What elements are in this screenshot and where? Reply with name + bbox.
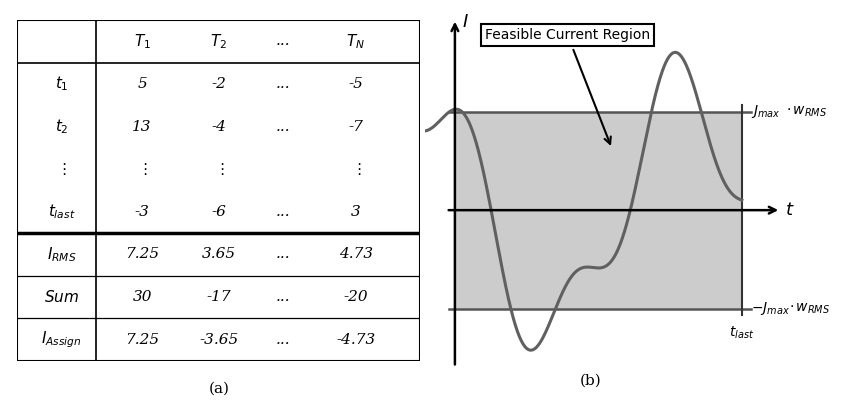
Text: 4.73: 4.73	[339, 247, 373, 261]
Text: ...: ...	[276, 77, 291, 91]
Text: $t_2$: $t_2$	[55, 117, 69, 136]
Text: $T_2$: $T_2$	[210, 32, 227, 51]
Text: $T_N$: $T_N$	[347, 32, 366, 51]
Text: ...: ...	[276, 332, 291, 346]
Text: ...: ...	[276, 205, 291, 219]
Text: 13: 13	[132, 119, 152, 134]
Text: $J_{max}$: $J_{max}$	[751, 103, 781, 120]
Text: $I$: $I$	[462, 12, 469, 30]
Text: 7.25: 7.25	[125, 247, 160, 261]
Text: $\cdot\, w_{RMS}$: $\cdot\, w_{RMS}$	[789, 301, 830, 316]
Text: $-J_{max}$: $-J_{max}$	[751, 300, 790, 317]
Text: $t_1$: $t_1$	[55, 75, 69, 93]
Text: -17: -17	[207, 290, 231, 304]
Text: ...: ...	[276, 119, 291, 134]
Text: -20: -20	[343, 290, 368, 304]
Text: ...: ...	[276, 290, 291, 304]
Text: 3: 3	[351, 205, 360, 219]
Text: 30: 30	[132, 290, 152, 304]
Text: $\vdots$: $\vdots$	[351, 161, 361, 177]
Text: 5: 5	[137, 77, 147, 91]
Text: Feasible Current Region: Feasible Current Region	[485, 28, 650, 144]
Text: ...: ...	[276, 34, 291, 49]
Text: 3.65: 3.65	[202, 247, 236, 261]
Text: -3: -3	[135, 205, 149, 219]
Text: $I_{RMS}$: $I_{RMS}$	[46, 245, 76, 264]
Text: $t$: $t$	[785, 201, 795, 219]
Text: -4: -4	[211, 119, 227, 134]
Text: 7.25: 7.25	[125, 332, 160, 346]
Text: -5: -5	[348, 77, 363, 91]
Text: -7: -7	[348, 119, 363, 134]
Text: -6: -6	[211, 205, 227, 219]
Text: (a): (a)	[208, 381, 229, 395]
Text: $I_{Assign}$: $I_{Assign}$	[41, 329, 82, 350]
Text: $\vdots$: $\vdots$	[137, 161, 148, 177]
Bar	[455, 112, 742, 308]
Text: -2: -2	[211, 77, 227, 91]
Text: $t_{last}$: $t_{last}$	[48, 203, 76, 221]
Text: -4.73: -4.73	[336, 332, 376, 346]
Text: (b): (b)	[580, 374, 601, 388]
Text: -3.65: -3.65	[199, 332, 239, 346]
Text: $Sum$: $Sum$	[44, 289, 79, 305]
Text: $\vdots$: $\vdots$	[57, 161, 67, 177]
Text: $\vdots$: $\vdots$	[214, 161, 224, 177]
Text: $\cdot\, w_{RMS}$: $\cdot\, w_{RMS}$	[786, 105, 826, 119]
Text: $T_1$: $T_1$	[134, 32, 151, 51]
Text: $t_{last}$: $t_{last}$	[729, 325, 754, 341]
Text: ...: ...	[276, 247, 291, 261]
